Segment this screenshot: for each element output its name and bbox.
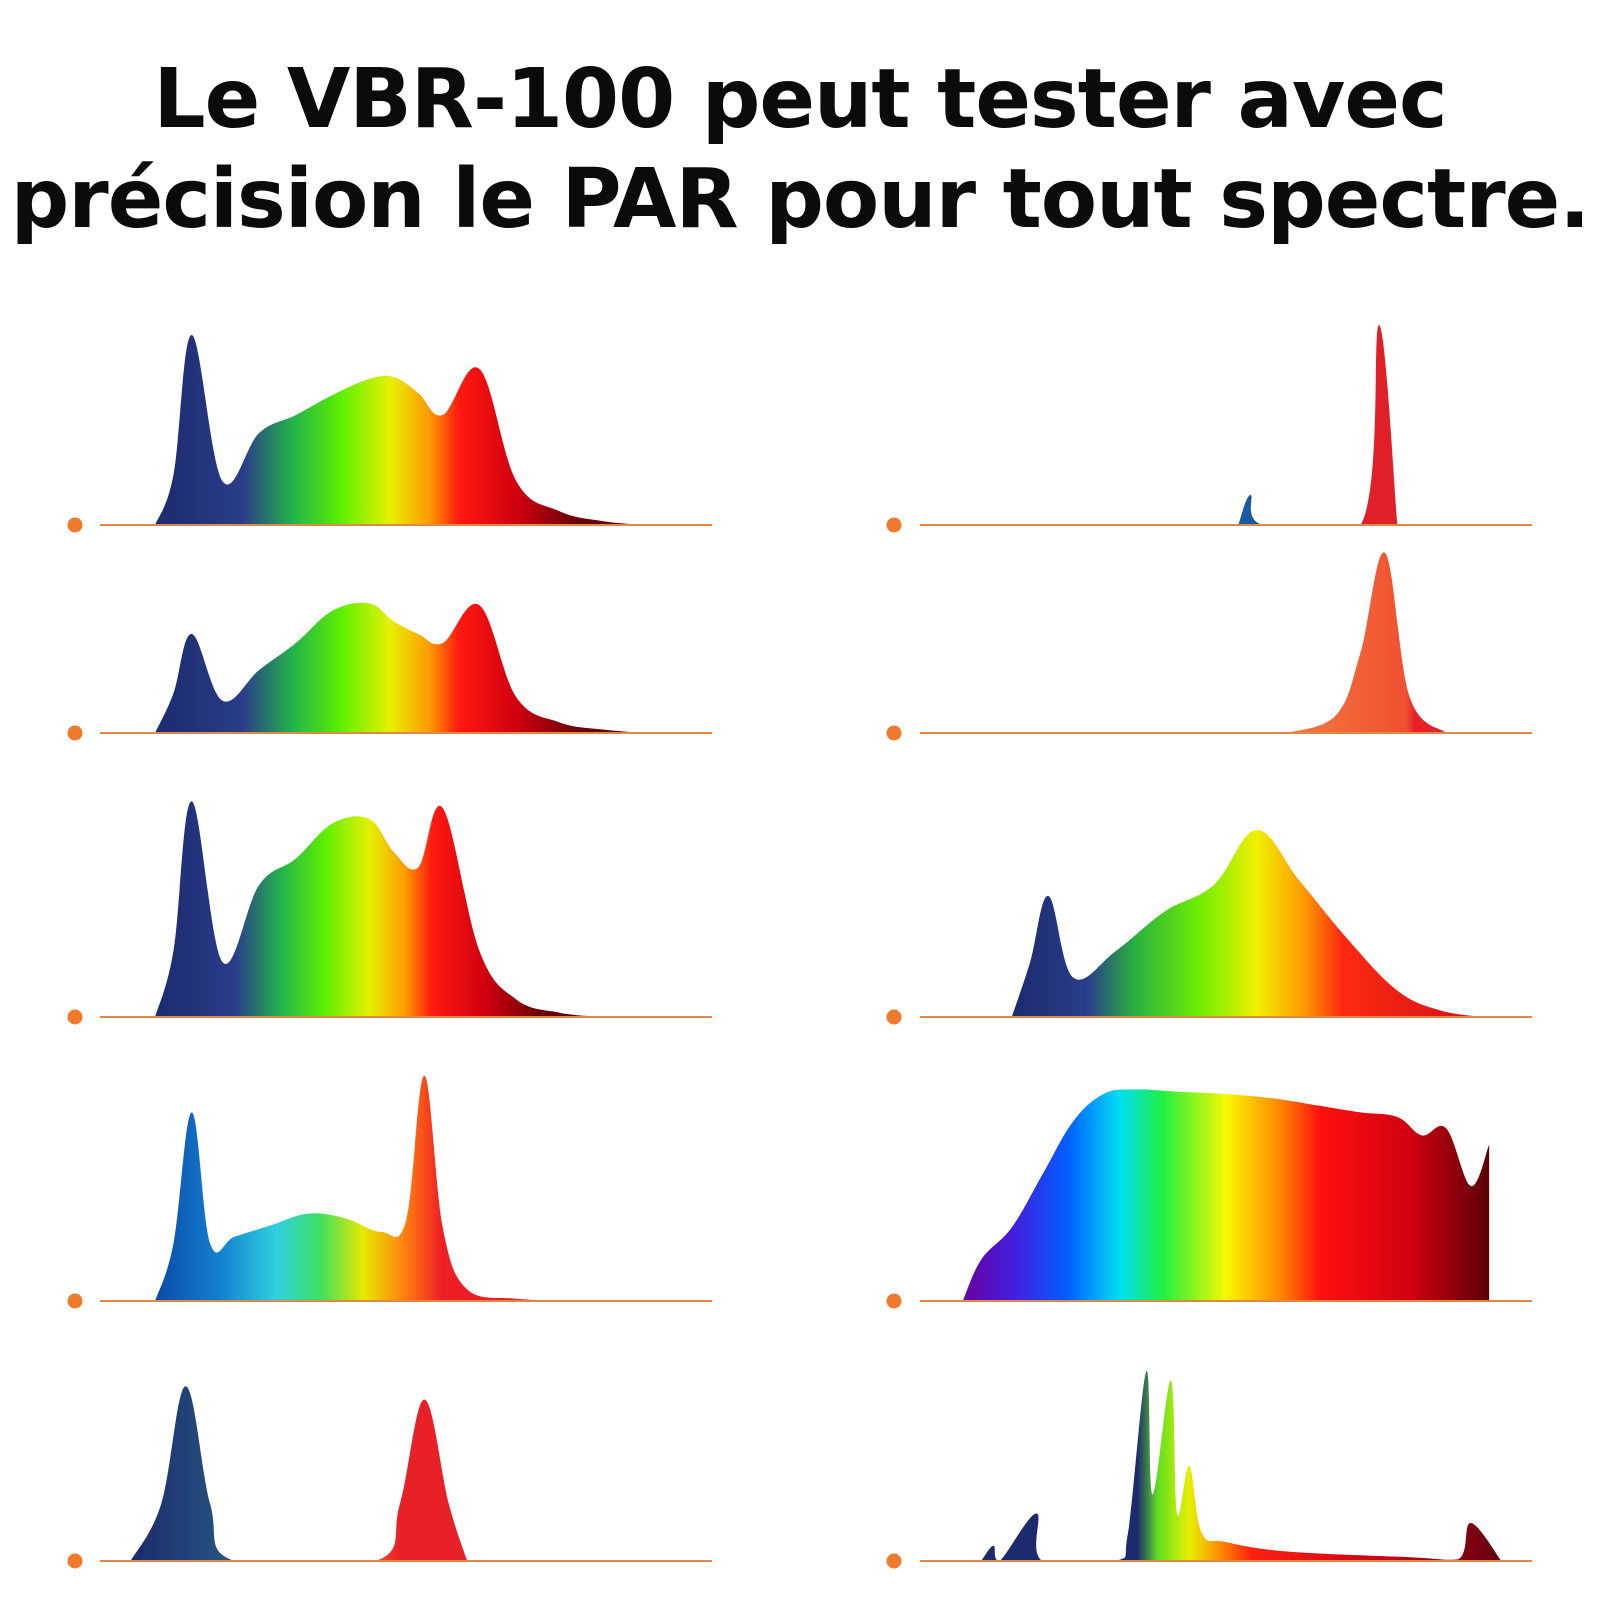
spectrum-area-left-1 <box>155 334 645 525</box>
spectrum-area-left-2 <box>155 602 645 733</box>
spectrum-area-right-2 <box>1287 552 1447 733</box>
origin-dot-left-4 <box>67 1293 83 1309</box>
spectrum-area-right-5 <box>981 1370 1502 1561</box>
origin-dot-left-2 <box>67 725 83 741</box>
spectrum-area-right-3 <box>1011 829 1484 1017</box>
spectrum-area-right-1 <box>1238 325 1398 525</box>
origin-dot-right-3 <box>886 1009 902 1025</box>
page-title: Le VBR-100 peut tester avec précision le… <box>0 50 1600 250</box>
origin-dot-left-3 <box>67 1009 83 1025</box>
origin-dot-right-1 <box>886 517 902 533</box>
origin-dot-left-5 <box>67 1553 83 1569</box>
spectrum-area-left-3 <box>155 801 602 1017</box>
origin-dot-right-2 <box>886 725 902 741</box>
origin-dot-right-4 <box>886 1293 902 1309</box>
spectrum-area-left-4 <box>155 1075 590 1301</box>
spectrum-area-right-4 <box>962 1089 1490 1301</box>
origin-dot-right-5 <box>886 1553 902 1569</box>
title-line-2: précision le PAR pour tout spectre. <box>10 152 1591 247</box>
origin-dot-left-1 <box>67 517 83 533</box>
title-line-1: Le VBR-100 peut tester avec <box>153 52 1447 147</box>
spectrum-area-left-5 <box>130 1386 468 1561</box>
